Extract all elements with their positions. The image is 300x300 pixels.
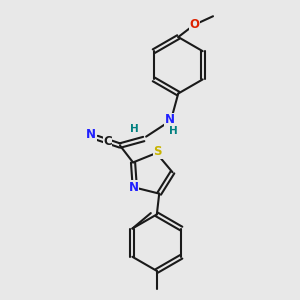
Text: N: N — [86, 128, 96, 141]
Text: S: S — [154, 145, 162, 158]
Text: H: H — [130, 124, 139, 134]
Text: O: O — [190, 18, 200, 31]
Text: N: N — [165, 113, 175, 126]
Text: N: N — [129, 181, 139, 194]
Text: H: H — [169, 126, 177, 136]
Text: C: C — [103, 136, 112, 148]
